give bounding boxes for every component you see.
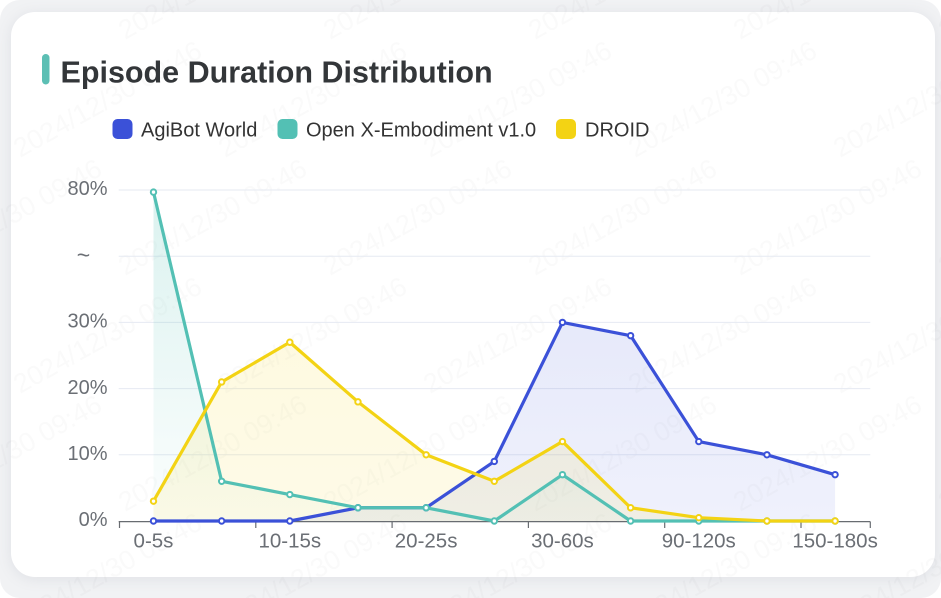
svg-text:2024/12/30 09:46: 2024/12/30 09:46 — [933, 389, 941, 517]
svg-text:30%: 30% — [67, 311, 107, 333]
svg-text:2024/12/30 09:46: 2024/12/30 09:46 — [828, 35, 941, 163]
svg-text:0-5s: 0-5s — [134, 529, 174, 552]
svg-text:2024/12/30 09:46: 2024/12/30 09:46 — [728, 153, 926, 281]
svg-text:2024/12/30 09:46: 2024/12/30 09:46 — [113, 0, 311, 45]
svg-text:2024/12/30 09:46: 2024/12/30 09:46 — [318, 153, 516, 281]
svg-text:DROID: DROID — [585, 120, 649, 142]
svg-text:Open X-Embodiment v1.0: Open X-Embodiment v1.0 — [306, 120, 536, 142]
svg-text:2024/12/30 09:46: 2024/12/30 09:46 — [213, 35, 411, 163]
svg-text:150-180s: 150-180s — [792, 529, 877, 552]
svg-text:AgiBot World: AgiBot World — [141, 120, 257, 142]
svg-text:2024/12/30 09:46: 2024/12/30 09:46 — [828, 271, 941, 399]
svg-text:2024/12/30 09:46: 2024/12/30 09:46 — [0, 153, 107, 281]
svg-text:2024/12/30 09:46: 2024/12/30 09:46 — [418, 35, 616, 163]
svg-text:2024/12/30 09:46: 2024/12/30 09:46 — [523, 0, 721, 45]
svg-text:2024/12/30 09:46: 2024/12/30 09:46 — [728, 0, 926, 45]
svg-text:2024/12/30 09:46: 2024/12/30 09:46 — [8, 35, 206, 163]
svg-text:2024/12/30 09:46: 2024/12/30 09:46 — [523, 153, 721, 281]
svg-text:90-120s: 90-120s — [662, 529, 736, 552]
svg-text:2024/12/30 09:46: 2024/12/30 09:46 — [113, 153, 311, 281]
svg-text:20-25s: 20-25s — [395, 529, 458, 552]
svg-text:2024/12/30 09:46: 2024/12/30 09:46 — [933, 0, 941, 45]
svg-text:10-15s: 10-15s — [258, 529, 321, 552]
svg-text:2024/12/30 09:46: 2024/12/30 09:46 — [933, 153, 941, 281]
svg-text:0%: 0% — [79, 509, 108, 531]
svg-text:~: ~ — [77, 242, 90, 268]
svg-text:Episode Duration Distribution: Episode Duration Distribution — [61, 55, 493, 89]
svg-text:30-60s: 30-60s — [531, 529, 594, 552]
svg-text:2024/12/30 09:46: 2024/12/30 09:46 — [318, 0, 516, 45]
svg-text:2024/12/30 09:46: 2024/12/30 09:46 — [828, 507, 941, 598]
svg-text:20%: 20% — [67, 377, 107, 399]
svg-text:2024/12/30 09:46: 2024/12/30 09:46 — [623, 35, 821, 163]
svg-text:80%: 80% — [67, 178, 107, 200]
svg-text:2024/12/30 09:46: 2024/12/30 09:46 — [0, 0, 107, 45]
svg-text:10%: 10% — [67, 443, 107, 465]
